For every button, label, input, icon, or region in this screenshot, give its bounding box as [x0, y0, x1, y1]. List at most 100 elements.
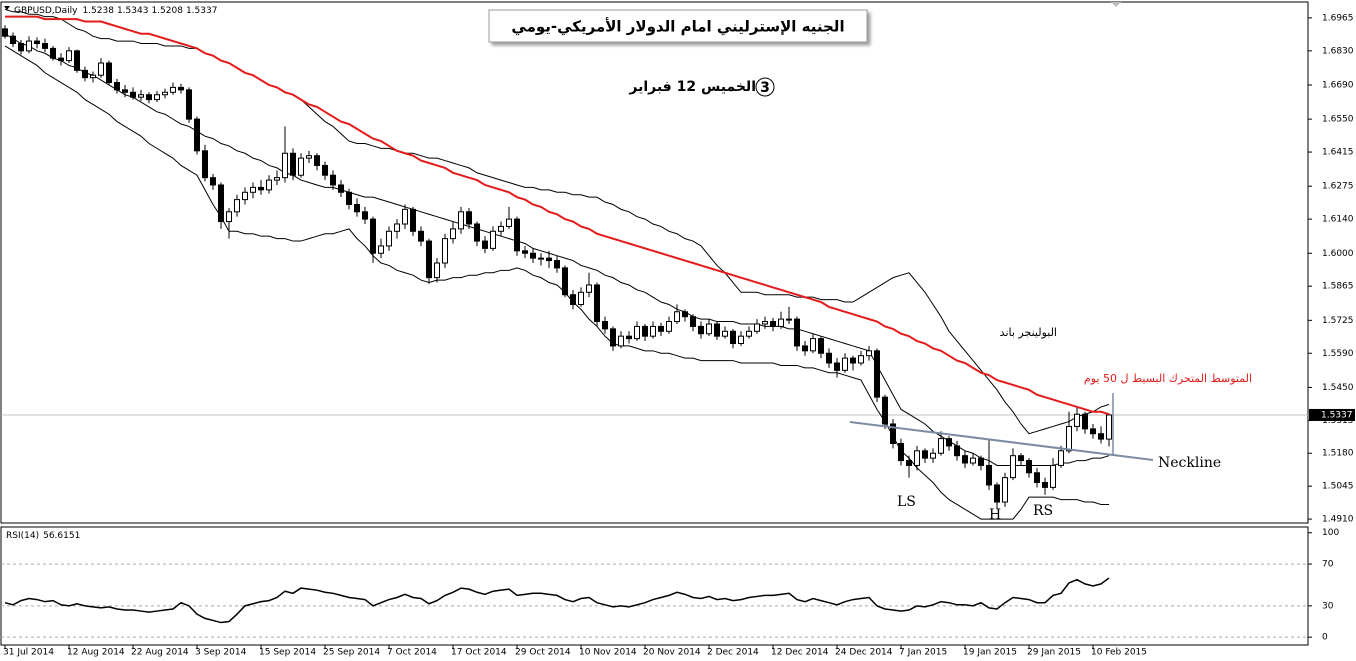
candle-body	[66, 50, 72, 62]
candle-body	[642, 325, 648, 337]
indicator-label: RSI(14)	[6, 531, 39, 541]
candle-body	[874, 350, 880, 398]
candle-body	[290, 152, 296, 176]
x-tick-label: 31 Jul 2014	[3, 648, 54, 658]
x-tick-label: 7 Jan 2015	[899, 648, 947, 658]
candle-body	[930, 452, 936, 459]
candle-body	[522, 250, 528, 254]
candle-body	[378, 245, 384, 254]
chart-header: GBPUSD,Daily 1.5238 1.5343 1.5208 1.5337	[14, 6, 217, 16]
x-tick-label: 24 Dec 2014	[835, 648, 893, 658]
candle-body	[890, 423, 896, 444]
y-tick-label: 1.6965	[1322, 13, 1354, 23]
candle-body	[146, 94, 152, 101]
candle-body	[706, 323, 712, 335]
x-tick-label: 7 Oct 2014	[387, 648, 437, 658]
candle-body	[1066, 425, 1072, 452]
candle-body	[306, 155, 312, 159]
x-tick-label: 29 Oct 2014	[515, 648, 571, 658]
candle-body	[786, 318, 792, 321]
candle-body	[858, 355, 864, 364]
candle-body	[1058, 450, 1064, 466]
candle-body	[1090, 428, 1096, 435]
y-tick-label: 1.5180	[1322, 449, 1354, 459]
neckline-label: Neckline	[1158, 455, 1221, 471]
candle-body	[162, 91, 168, 96]
candle-body	[794, 318, 800, 347]
candle-body	[1106, 414, 1112, 440]
y-tick-label: 1.6000	[1322, 249, 1354, 259]
candle-body	[130, 91, 136, 98]
candle-body	[98, 62, 104, 76]
y-tick-label: 1.4910	[1322, 515, 1354, 525]
candle-body	[258, 186, 264, 191]
candle-body	[506, 218, 512, 227]
badge: 3	[760, 80, 770, 96]
candle-body	[354, 203, 360, 213]
candle-body	[418, 230, 424, 242]
candle-body	[618, 335, 624, 347]
y2-tick-label: 30	[1322, 601, 1334, 611]
candle-body	[754, 323, 760, 332]
candle-body	[914, 450, 920, 466]
candle-body	[634, 325, 640, 340]
low: 1.5208	[151, 6, 183, 16]
candle-body	[1098, 433, 1104, 440]
candle-body	[594, 284, 600, 323]
candle-body	[826, 352, 832, 364]
menu-icon	[4, 6, 10, 10]
candle-body	[690, 316, 696, 327]
candle-body	[554, 260, 560, 269]
candle-body	[274, 177, 280, 181]
candle-body	[330, 174, 336, 186]
price-panel	[0, 1, 1309, 524]
bollinger-lower-line	[4, 45, 1109, 520]
candle-body	[394, 223, 400, 232]
candle-body	[474, 223, 480, 242]
candle-body	[850, 357, 856, 364]
x-tick-label: 10 Feb 2015	[1091, 648, 1147, 658]
y-tick-label: 1.6415	[1322, 148, 1354, 158]
candle-body	[242, 191, 248, 201]
candle-body	[226, 211, 232, 223]
candle-body	[434, 262, 440, 279]
y-tick-label: 1.6550	[1322, 115, 1354, 125]
candle-body	[114, 82, 120, 91]
candle-body	[954, 445, 960, 457]
candle-body	[938, 438, 944, 454]
candle-body	[586, 284, 592, 293]
candle-body	[866, 350, 872, 357]
candle-body	[1002, 477, 1008, 503]
y-tick-label: 1.6275	[1322, 182, 1354, 192]
candle-body	[210, 177, 216, 186]
candle-body	[58, 57, 64, 62]
badge-circle	[755, 77, 775, 97]
x-tick-label: 15 Sep 2014	[259, 648, 316, 658]
x-tick-label: 29 Jan 2015	[1027, 648, 1081, 658]
candle-body	[842, 357, 848, 371]
candle-body	[770, 321, 776, 327]
candle-body	[802, 345, 808, 352]
candle-body	[90, 74, 96, 79]
candle-body	[466, 211, 472, 225]
candle-body	[74, 50, 80, 71]
candle-body	[234, 199, 240, 213]
shift-marker	[1111, 2, 1121, 7]
candle-body	[650, 325, 656, 337]
candle-body	[562, 267, 568, 296]
candle-body	[746, 330, 752, 337]
y-tick-label: 1.5590	[1322, 349, 1354, 359]
last-price-tag	[1309, 408, 1355, 421]
candle-body	[810, 338, 816, 352]
candle-body	[906, 460, 912, 466]
candle-body	[362, 211, 368, 220]
candle-body	[834, 362, 840, 371]
x-tick-label: 22 Aug 2014	[131, 648, 189, 658]
candle-body	[1074, 413, 1080, 427]
candle-body	[218, 184, 224, 223]
y-tick-label: 1.5725	[1322, 316, 1354, 326]
chart-subtitle: الخميس 12 فبراير	[628, 79, 756, 95]
candle-body	[714, 323, 720, 337]
candle-body	[202, 150, 208, 179]
